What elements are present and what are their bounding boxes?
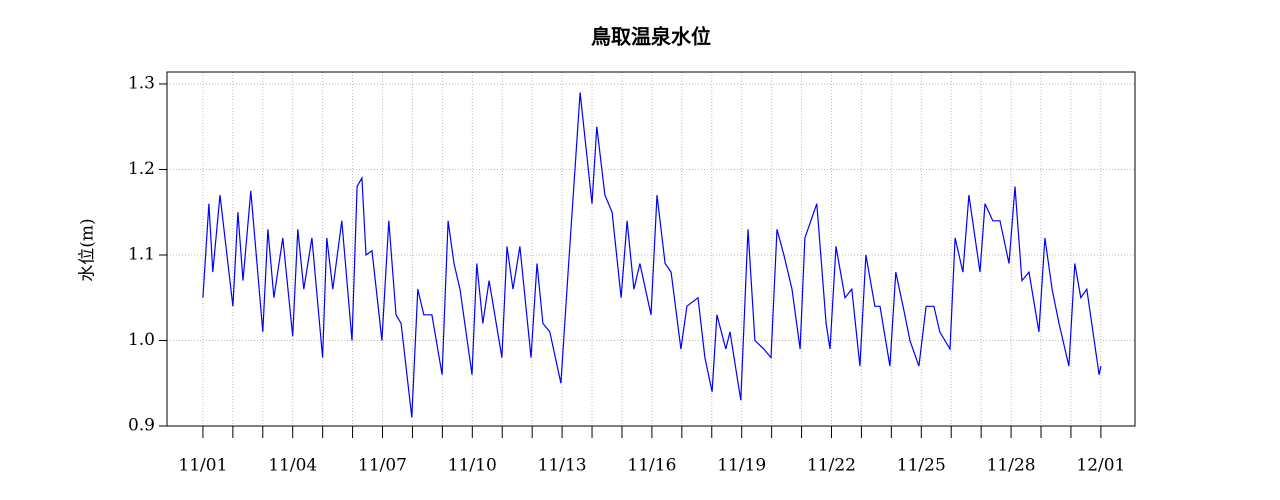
y-tick-label: 1.3 <box>128 73 155 93</box>
x-tick-label: 11/28 <box>987 456 1036 476</box>
x-tick-label: 11/25 <box>897 456 946 476</box>
y-tick-label: 1.2 <box>128 159 155 179</box>
x-tick-label: 11/16 <box>627 456 676 476</box>
data-line <box>202 92 1102 418</box>
y-axis-label: 水位(m) <box>78 218 98 281</box>
x-tick-label: 11/04 <box>268 456 317 476</box>
x-tick-label: 11/07 <box>358 456 407 476</box>
x-tick-label: 11/01 <box>178 456 227 476</box>
y-tick-label: 1.0 <box>128 330 155 350</box>
plot-frame <box>166 71 1136 427</box>
x-tick-label: 12/01 <box>1076 456 1125 476</box>
x-tick-label: 11/10 <box>448 456 497 476</box>
x-tick-label: 11/13 <box>538 456 587 476</box>
x-tick-label: 11/19 <box>717 456 766 476</box>
x-tick-label: 11/22 <box>807 456 856 476</box>
y-tick-label: 1.1 <box>128 244 155 264</box>
y-tick-label: 0.9 <box>128 416 155 436</box>
chart-title: 鳥取温泉水位 <box>591 25 711 49</box>
